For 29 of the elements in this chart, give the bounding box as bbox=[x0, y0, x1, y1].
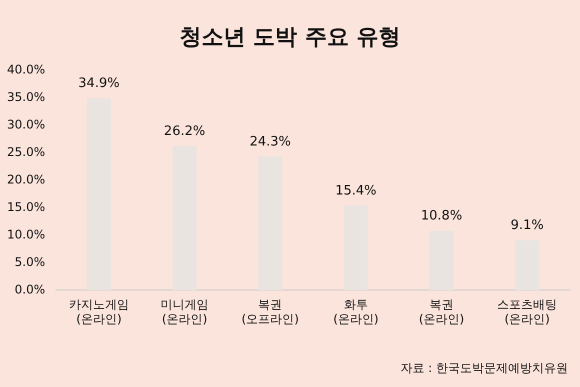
bar bbox=[430, 230, 454, 290]
chart-title: 청소년 도박 주요 유형 bbox=[178, 24, 402, 52]
data-label: 15.4% bbox=[335, 183, 377, 198]
bar bbox=[344, 206, 368, 290]
y-tick-label: 15.0% bbox=[6, 200, 46, 214]
text: 자료 : 한국도박문제예방치유원 bbox=[400, 360, 568, 377]
bar bbox=[515, 240, 540, 290]
data-label: 9.1% bbox=[510, 218, 544, 234]
y-tick-label: 30.0% bbox=[6, 117, 46, 132]
x-tick-label: 화투 (온라인) bbox=[333, 298, 379, 326]
data-label: 10.8% bbox=[420, 208, 462, 224]
bar bbox=[258, 156, 282, 290]
y-tick-label: 35.0% bbox=[6, 90, 46, 104]
y-tick-label: 25.0% bbox=[6, 144, 46, 159]
y-tick-label: 5.0% bbox=[14, 254, 46, 269]
x-tick-label: 스포츠배팅 (온라인) bbox=[497, 298, 558, 326]
data-label: 34.9% bbox=[78, 76, 120, 92]
x-tick-label: 복권 (온라인) bbox=[418, 298, 464, 326]
data-label: 24.3% bbox=[250, 134, 291, 150]
x-tick-label: 복권 (오프라인) bbox=[242, 298, 299, 326]
y-tick-label: 40.0% bbox=[6, 62, 46, 76]
x-tick-label: 카지노게임 (온라인) bbox=[68, 298, 129, 326]
y-tick-label: 10.0% bbox=[6, 227, 46, 242]
data-label: 26.2% bbox=[164, 124, 206, 139]
y-tick-label: 0.0% bbox=[14, 282, 46, 296]
x-tick-label: 미니게임 (온라인) bbox=[160, 298, 209, 326]
y-tick-label: 20.0% bbox=[6, 172, 46, 186]
bar bbox=[172, 146, 197, 290]
bar bbox=[86, 98, 111, 290]
